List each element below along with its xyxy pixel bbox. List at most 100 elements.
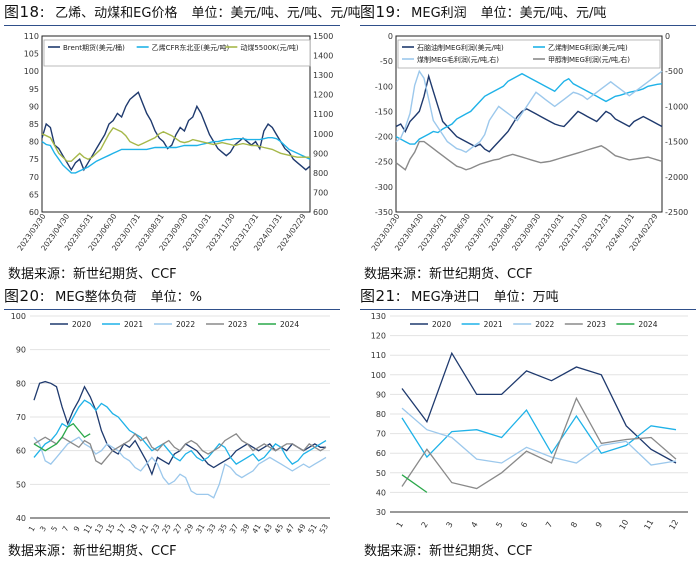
fig21-xtick: 5 xyxy=(494,520,504,529)
fig19-plot-frame xyxy=(395,35,663,213)
fig20-legend-label: 2021 xyxy=(124,320,143,329)
fig20-xtick: 23 xyxy=(149,522,162,535)
fig20-xtick: 11 xyxy=(82,522,95,535)
fig20-xtick: 31 xyxy=(194,522,207,535)
fig20-xtick: 35 xyxy=(216,522,229,535)
fig21-xtick: 4 xyxy=(469,520,479,529)
fig20-xtick: 33 xyxy=(205,522,218,535)
fig18-chart: 60 65 70 75 80 85 90 95 100 105 110 600 700 800 900 100… xyxy=(15,32,333,253)
fig18-panel: 图18: 乙烯、动煤和EG价格 单位：美元/吨、元/吨、元/吨 60 65 70 75 80… xyxy=(4,0,361,282)
fig20-ytick: 90 xyxy=(16,346,26,355)
fig20-legend-label: 2020 xyxy=(72,320,91,329)
fig19-legend-label: 石脑油制MEG利润(美元/吨) xyxy=(417,43,504,52)
fig18-ytick-right: 1500 xyxy=(313,32,333,41)
fig18-ytick-left: 105 xyxy=(24,50,39,59)
fig19-ytick-right: -1000 xyxy=(665,102,688,111)
fig20-ytick: 50 xyxy=(16,480,26,489)
fig20-series-line-3 xyxy=(33,432,327,465)
fig19-rule xyxy=(360,25,696,26)
fig19-ytick-right: -1500 xyxy=(665,138,688,147)
fig19-ytick-left: 0 xyxy=(388,32,393,41)
fig20-xtick: 19 xyxy=(127,522,140,535)
fig21-source: 数据来源：新世纪期货、CCF xyxy=(364,544,533,559)
fig21-panel: 图21: MEG净进口 单位：万吨 30 40 50 60 70 80 90 100 110 120 1… xyxy=(360,284,698,561)
fig19-name: MEG利润 xyxy=(411,6,467,21)
fig19-unit: 单位：美元/吨、元/吨 xyxy=(480,6,607,21)
fig20-xtick: 27 xyxy=(172,522,185,535)
fig21-series-line-0 xyxy=(401,351,677,464)
fig18-legend-label: 乙烯CFR东北亚(美元/吨) xyxy=(152,43,230,52)
fig18-series-line-1 xyxy=(41,136,311,174)
fig18-title: 图18: 乙烯、动煤和EG价格 单位：美元/吨、元/吨、元/吨 xyxy=(4,0,361,24)
fig21-ytick: 40 xyxy=(376,488,386,497)
fig19-ytick-left: -50 xyxy=(380,57,393,66)
fig19-panel: 图19: MEG利润 单位：美元/吨、元/吨 -350 -300 -250 -200 -15… xyxy=(360,0,698,282)
fig18-ytick-left: 70 xyxy=(29,173,39,182)
fig21-ytick: 110 xyxy=(371,351,386,360)
fig18-ytick-left: 95 xyxy=(29,85,39,94)
fig19-ytick-left: -350 xyxy=(375,208,393,217)
fig21-ytick: 70 xyxy=(376,430,386,439)
fig21-legend-label: 2023 xyxy=(587,320,606,329)
fig21-series-line-3 xyxy=(401,396,677,490)
fig18-ytick-left: 90 xyxy=(29,102,39,111)
fig19-ytick-right: 0 xyxy=(665,32,670,41)
fig20-series-line-2 xyxy=(33,436,327,499)
fig21-xtick: 3 xyxy=(444,520,454,529)
fig20-xtick: 9 xyxy=(72,524,82,533)
fig20-xtick: 43 xyxy=(261,522,274,535)
fig21-ytick: 80 xyxy=(376,410,386,419)
fig18-ytick-left: 100 xyxy=(24,67,39,76)
fig19-legend-label: 乙烯制MEG利润(美元/吨) xyxy=(548,43,628,52)
fig21-legend-label: 2021 xyxy=(484,320,503,329)
fig20-name: MEG整体负荷 xyxy=(55,290,137,305)
fig21-xtick: 11 xyxy=(642,518,655,531)
fig21-name: MEG净进口 xyxy=(411,290,480,305)
fig20-xtick: 53 xyxy=(318,522,331,535)
fig21-legend-label: 2020 xyxy=(432,320,451,329)
fig19-ytick-right: -2000 xyxy=(665,173,688,182)
fig21-ytick: 50 xyxy=(376,469,386,478)
fig18-ytick-right: 800 xyxy=(313,169,328,178)
fig20-number: 图20: xyxy=(4,287,46,305)
fig20-legend-label: 2024 xyxy=(280,320,299,329)
fig20-rule xyxy=(4,309,340,310)
fig18-legend-box xyxy=(43,39,311,67)
fig21-xtick: 2 xyxy=(420,520,430,529)
fig18-ytick-left: 75 xyxy=(29,155,39,164)
fig20-xtick: 13 xyxy=(93,522,106,535)
fig18-ytick-right: 1100 xyxy=(313,110,333,119)
fig19-ytick-left: -300 xyxy=(375,183,393,192)
fig21-rule xyxy=(360,309,696,310)
fig20-ytick: 100 xyxy=(11,312,26,321)
fig18-ytick-right: 1400 xyxy=(313,52,333,61)
fig19-ytick-right: -500 xyxy=(665,67,683,76)
fig19-legend-label: 甲醇制MEG利润(元/吨,右) xyxy=(548,55,630,64)
fig20-xtick: 29 xyxy=(183,522,196,535)
fig21-unit: 单位：万吨 xyxy=(493,290,559,305)
fig20-ytick: 60 xyxy=(16,447,26,456)
fig21-series-line-4 xyxy=(401,474,428,493)
fig21-xtick: 8 xyxy=(569,520,579,529)
fig20-xtick: 25 xyxy=(160,522,173,535)
fig20-xtick: 47 xyxy=(284,522,297,535)
fig19-ytick-left: -250 xyxy=(375,158,393,167)
fig18-legend-label: Brent期货(美元/桶) xyxy=(63,43,125,52)
fig19-legend-label: 煤制MEG毛利润(元/吨,右) xyxy=(417,55,499,64)
fig21-series-line-2 xyxy=(401,407,677,466)
fig21-legend-label: 2022 xyxy=(535,320,554,329)
fig18-ytick-right: 900 xyxy=(313,149,328,158)
fig18-ytick-left: 110 xyxy=(24,32,39,41)
fig18-rule xyxy=(4,25,340,26)
fig20-legend-label: 2023 xyxy=(228,320,247,329)
fig18-name: 乙烯、动煤和EG价格 xyxy=(55,6,178,21)
fig18-ytick-right: 1000 xyxy=(313,130,333,139)
fig18-series-line-2 xyxy=(41,127,310,162)
fig20-xtick: 1 xyxy=(27,524,37,533)
fig19-number: 图19: xyxy=(360,3,402,21)
fig20-ytick: 80 xyxy=(16,379,26,388)
fig20-ytick: 70 xyxy=(16,413,26,422)
fig20-title: 图20: MEG整体负荷 单位：% xyxy=(4,284,202,308)
